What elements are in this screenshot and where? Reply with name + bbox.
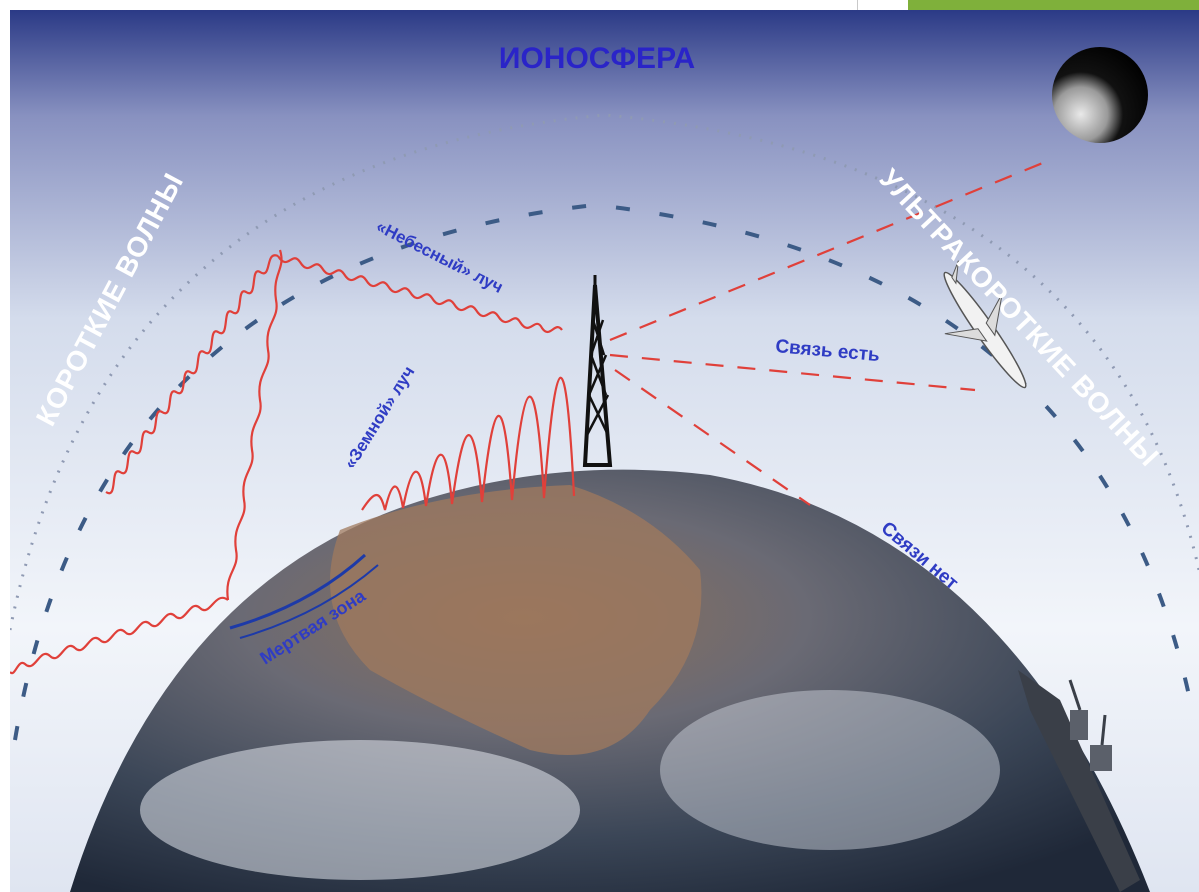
short-wave-reflected: [105, 254, 279, 495]
diagram-title: ИОНОСФЕРА: [499, 42, 695, 75]
moon-icon: [1052, 47, 1148, 143]
ship-icon: [1018, 670, 1140, 892]
earth-continent: [330, 485, 702, 755]
ultrashort-wave-lower: [614, 369, 811, 506]
earth-clouds: [140, 740, 580, 880]
short-wave-left-up: [226, 249, 283, 601]
radio-tower-icon: [582, 275, 613, 467]
earth-clouds-2: [660, 690, 1000, 850]
slide-accent-bar: [908, 0, 1199, 11]
dead-zone-bracket: [229, 553, 367, 630]
ground-ray-wave: [361, 376, 576, 511]
radio-wave-diagram: ИОНОСФЕРА КОРОТКИЕ ВОЛНЫ УЛЬТРАКОРОТКИЕ …: [10, 10, 1199, 892]
ultrashort-wave-middle: [609, 353, 976, 392]
airplane-icon: [943, 260, 1027, 389]
ultrashort-wave-upper: [609, 158, 1051, 342]
short-wave-ground-bounce: [10, 596, 229, 675]
ionosphere-outer-arc: [10, 113, 1199, 631]
dead-zone-bracket-2: [239, 564, 379, 639]
slide-divider-line: [857, 0, 858, 12]
sky-ray-wave: [277, 255, 563, 334]
